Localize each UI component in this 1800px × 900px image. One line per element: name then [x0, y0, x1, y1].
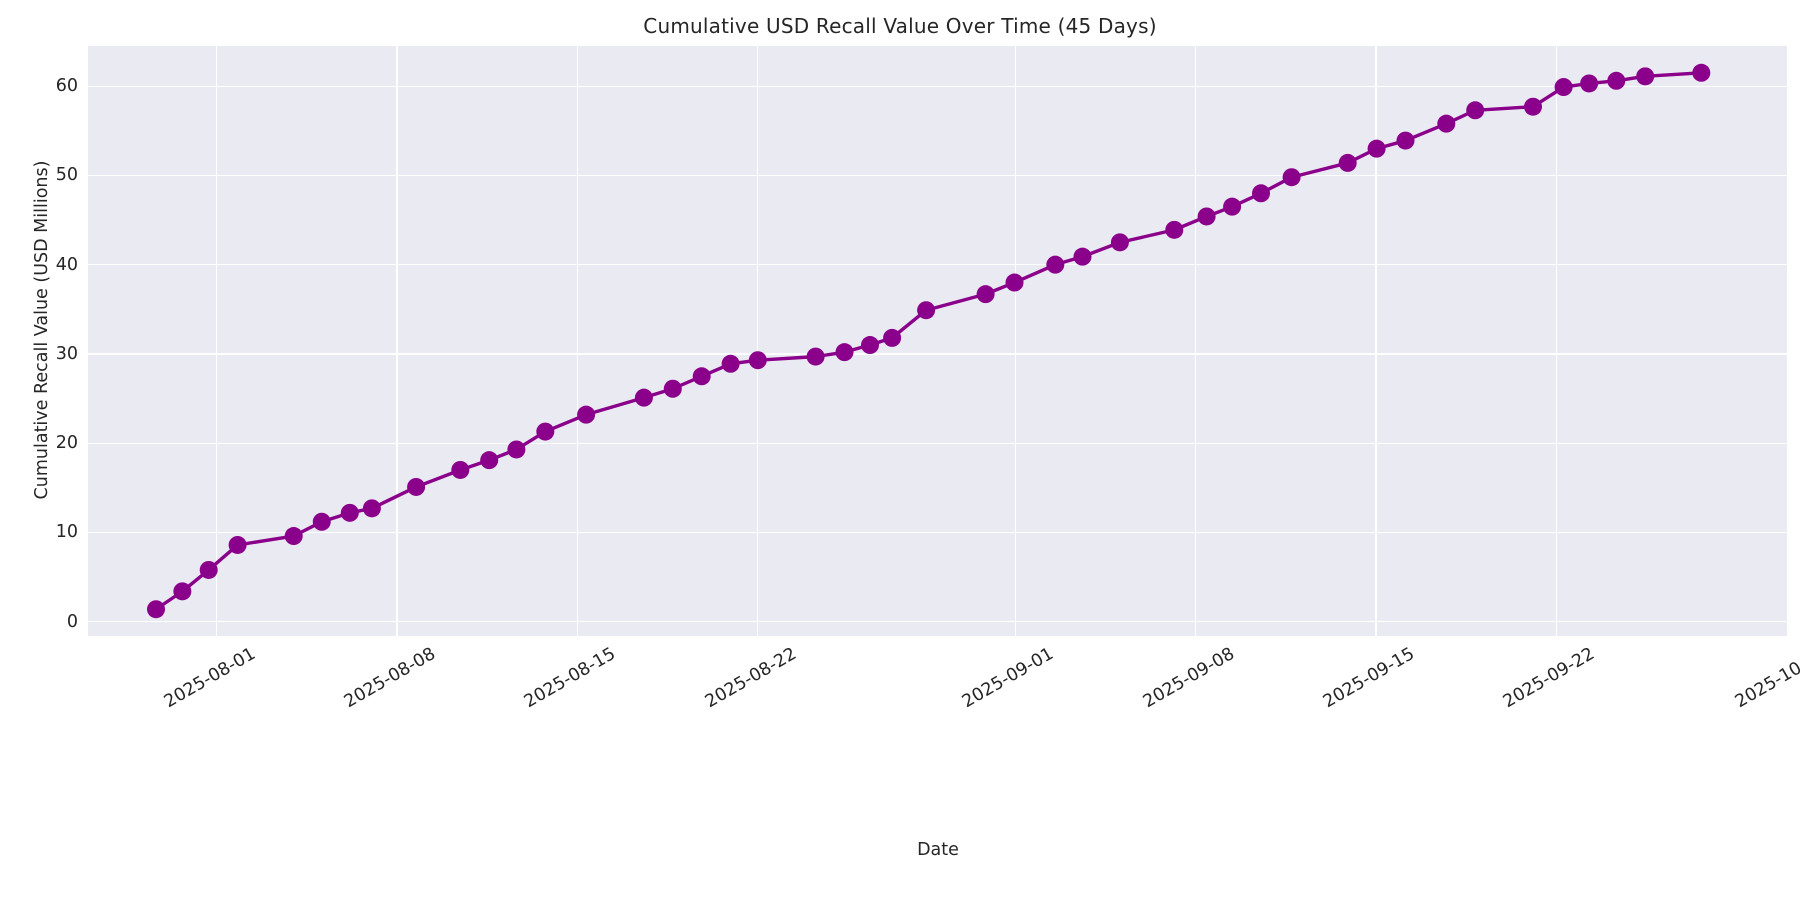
data-point-marker: [451, 460, 470, 479]
x-tick-label: 2025-08-01: [160, 644, 259, 713]
gridline-horizontal: [88, 531, 1788, 534]
y-tick-label: 50: [55, 165, 78, 186]
data-point-marker: [1466, 101, 1485, 120]
gridline-vertical: [1555, 46, 1557, 636]
y-tick-label: 60: [55, 76, 78, 97]
data-point-marker: [536, 422, 555, 441]
x-tick-label: 2025-09-08: [1139, 644, 1238, 713]
series-line: [154, 71, 1704, 611]
data-point-marker: [634, 388, 653, 407]
gridline-vertical: [216, 46, 218, 636]
data-point-marker: [1554, 78, 1573, 97]
data-point-marker: [1636, 67, 1655, 86]
x-axis-tick-labels: 2025-08-01 2025-08-08 2025-08-15 2025-08-22…: [88, 636, 1800, 766]
x-tick-label: 2025-09-15: [1319, 644, 1418, 713]
data-point-marker: [507, 440, 526, 459]
data-point-marker: [407, 477, 426, 496]
data-point-marker: [663, 379, 682, 398]
y-tick-label: 0: [66, 611, 78, 632]
data-point-marker: [1005, 273, 1024, 292]
data-point-marker: [147, 600, 165, 619]
data-point-marker: [721, 354, 740, 373]
x-tick-label: 2025-10-01: [1731, 644, 1800, 713]
data-point-marker: [1282, 168, 1301, 187]
data-point-marker: [1165, 220, 1184, 239]
data-point-marker: [806, 347, 825, 366]
y-axis-title: Cumulative Recall Value (USD Millions): [32, 160, 52, 500]
data-point-marker: [1607, 71, 1626, 90]
data-point-marker: [1197, 207, 1216, 226]
data-point-marker: [1580, 74, 1599, 93]
data-point-marker: [1396, 131, 1415, 150]
data-point-marker: [1252, 184, 1270, 203]
line-series-svg: [147, 63, 1711, 619]
gridline-vertical: [1194, 46, 1197, 636]
chart-title: Cumulative USD Recall Value Over Time (4…: [643, 14, 1157, 38]
data-point-marker: [284, 527, 303, 546]
data-point-marker: [1223, 197, 1242, 216]
y-tick-label: 20: [55, 433, 78, 454]
data-point-marker: [1524, 97, 1542, 116]
data-point-marker: [1437, 114, 1456, 133]
data-point-marker: [835, 343, 854, 362]
data-point-marker: [1692, 63, 1711, 82]
gridline-vertical: [757, 46, 759, 636]
y-tick-label: 40: [55, 254, 78, 275]
gridline-vertical: [396, 46, 398, 636]
data-point-marker: [917, 301, 936, 320]
data-point-marker: [976, 285, 995, 304]
x-axis-title: Date: [917, 840, 959, 860]
data-point-marker: [362, 499, 381, 518]
plot-area: [88, 46, 1788, 636]
gridline-vertical: [1014, 46, 1016, 636]
gridline-horizontal: [88, 442, 1788, 444]
data-point-marker: [228, 535, 247, 554]
gridline-horizontal: [88, 621, 1788, 623]
data-point-marker: [692, 367, 711, 386]
data-point-marker: [577, 405, 596, 424]
x-tick-label: 2025-08-15: [521, 644, 620, 713]
data-point-marker: [312, 512, 331, 531]
y-tick-label: 10: [55, 522, 78, 543]
data-point-marker: [173, 582, 192, 601]
x-tick-label: 2025-09-01: [959, 644, 1058, 713]
x-tick-label: 2025-09-22: [1500, 644, 1599, 713]
x-tick-label: 2025-08-22: [701, 644, 800, 713]
gridline-vertical: [576, 46, 579, 636]
data-point-marker: [1046, 255, 1065, 274]
y-axis-tick-labels: 0 10 20 30 40 50 60: [0, 46, 78, 636]
gridline-vertical: [1375, 46, 1377, 636]
gridline-horizontal: [88, 85, 1788, 87]
data-point-marker: [340, 503, 359, 522]
series-markers: [147, 63, 1711, 619]
data-point-marker: [1367, 139, 1386, 158]
data-point-marker: [883, 328, 902, 347]
data-point-marker: [199, 560, 218, 579]
gridline-horizontal: [88, 264, 1788, 266]
data-point-marker: [1338, 153, 1357, 172]
gridline-horizontal: [88, 174, 1788, 177]
data-point-marker: [1110, 233, 1129, 252]
gridline-horizontal: [88, 353, 1788, 355]
y-tick-label: 30: [55, 343, 78, 364]
data-point-marker: [480, 451, 499, 470]
data-point-marker: [748, 351, 767, 370]
gridline-vertical: [1787, 46, 1788, 636]
x-tick-label: 2025-08-08: [341, 644, 440, 713]
data-point-marker: [1073, 247, 1092, 266]
data-point-marker: [861, 336, 879, 355]
